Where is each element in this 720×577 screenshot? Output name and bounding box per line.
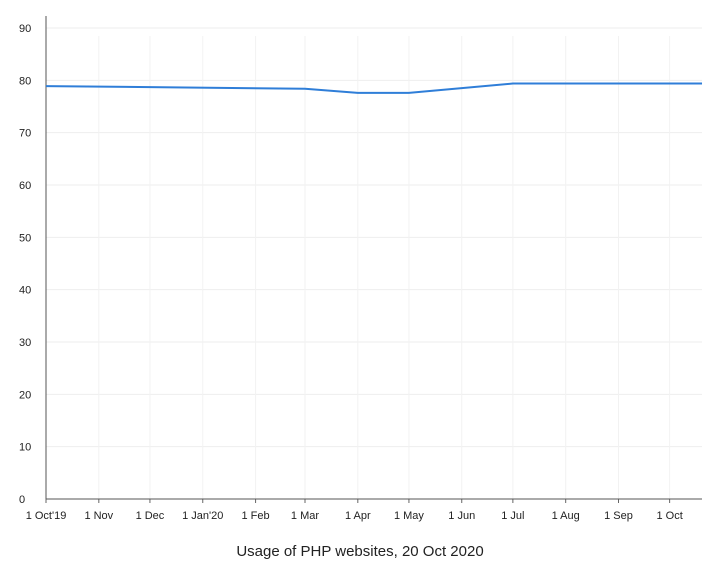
- x-tick-label: 1 Oct: [656, 510, 682, 522]
- chart-title: Usage of PHP websites, 20 Oct 2020: [236, 543, 483, 560]
- x-tick-label: 1 Jan'20: [182, 510, 223, 522]
- y-tick-label: 30: [19, 337, 31, 349]
- y-tick-label: 80: [19, 75, 31, 87]
- y-tick-label: 10: [19, 442, 31, 454]
- y-tick-label: 60: [19, 180, 31, 192]
- x-tick-label: 1 Dec: [136, 510, 165, 522]
- x-tick-label: 1 Mar: [291, 510, 319, 522]
- y-tick-label: 50: [19, 232, 31, 244]
- x-tick-label: 1 Feb: [242, 510, 270, 522]
- x-tick-label: 1 Jul: [501, 510, 524, 522]
- y-tick-labels: 0 10 20 30 40 50 60 70 80 90: [19, 23, 31, 506]
- x-tick-label: 1 Nov: [84, 510, 113, 522]
- x-tick-label: 1 Apr: [345, 510, 371, 522]
- x-tick-label: 1 Jun: [448, 510, 475, 522]
- series-layer: [45, 82, 703, 94]
- series-line: [45, 82, 702, 94]
- y-tick-label: 70: [19, 128, 31, 140]
- y-tick-label: 0: [19, 494, 25, 506]
- gridlines: [46, 27, 702, 499]
- x-tick-label: 1 May: [394, 510, 424, 522]
- axes: [45, 16, 702, 503]
- x-tick-labels: 1 Oct'19 1 Nov 1 Dec 1 Jan'20 1 Feb 1 Mar 1 Ap…: [26, 510, 683, 522]
- x-tick-label: 1 Oct'19: [26, 510, 67, 522]
- x-tick-label: 1 Aug: [552, 510, 580, 522]
- y-tick-label: 40: [19, 285, 31, 297]
- x-tick-label: 1 Sep: [604, 510, 633, 522]
- y-tick-label: 20: [19, 389, 31, 401]
- y-tick-label: 90: [19, 23, 31, 35]
